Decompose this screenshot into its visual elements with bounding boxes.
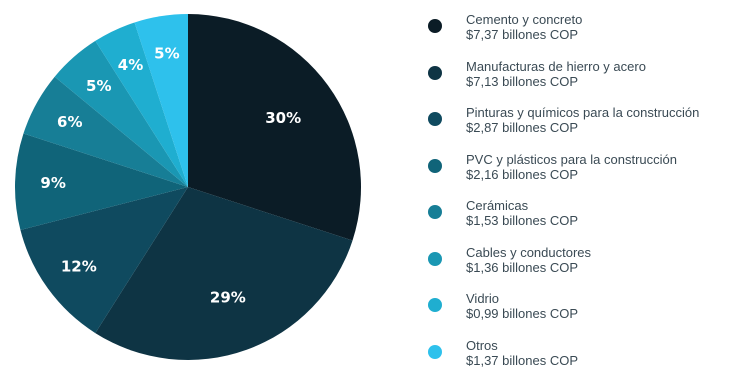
legend-item-8: Otros$1,37 billones COP [428, 336, 738, 382]
legend-swatch-1 [428, 19, 442, 33]
legend-label-2: Manufacturas de hierro y acero [466, 59, 646, 74]
legend-amount-7: $0,99 billones COP [466, 306, 578, 321]
legend-item-3: Pinturas y químicos para la construcción… [428, 103, 738, 150]
legend-label-1: Cemento y concreto [466, 12, 582, 27]
pie-slice-label-1: 30% [265, 109, 301, 127]
legend-swatch-8 [428, 345, 442, 359]
legend-label-6: Cables y conductores [466, 245, 591, 260]
legend-swatch-3 [428, 112, 442, 126]
pie-slice-label-5: 6% [57, 113, 82, 131]
legend-amount-3: $2,87 billones COP [466, 120, 699, 135]
legend-item-2: Manufacturas de hierro y acero$7,13 bill… [428, 57, 738, 104]
legend-label-7: Vidrio [466, 291, 578, 306]
pie-slice-label-8: 5% [154, 45, 179, 63]
legend-amount-5: $1,53 billones COP [466, 213, 578, 228]
legend-amount-6: $1,36 billones COP [466, 260, 591, 275]
legend-item-6: Cables y conductores$1,36 billones COP [428, 243, 738, 290]
legend-swatch-2 [428, 66, 442, 80]
pie-slice-label-6: 5% [86, 77, 111, 95]
legend-item-5: Cerámicas$1,53 billones COP [428, 196, 738, 243]
legend-swatch-7 [428, 298, 442, 312]
pie-slice-label-2: 29% [210, 289, 246, 307]
legend-swatch-6 [428, 252, 442, 266]
pie-slice-label-7: 4% [118, 56, 143, 74]
legend-label-5: Cerámicas [466, 198, 578, 213]
legend-amount-2: $7,13 billones COP [466, 74, 646, 89]
legend-label-3: Pinturas y químicos para la construcción [466, 105, 699, 120]
legend-amount-1: $7,37 billones COP [466, 27, 582, 42]
legend-item-4: PVC y plásticos para la construcción$2,1… [428, 150, 738, 197]
legend-label-4: PVC y plásticos para la construcción [466, 152, 677, 167]
legend-amount-8: $1,37 billones COP [466, 353, 578, 368]
pie-chart: 30%29%12%9%6%5%4%5% [0, 0, 400, 374]
legend-swatch-5 [428, 205, 442, 219]
legend-amount-4: $2,16 billones COP [466, 167, 677, 182]
pie-slice-label-3: 12% [61, 257, 97, 275]
legend-item-1: Cemento y concreto$7,37 billones COP [428, 10, 738, 57]
legend-label-8: Otros [466, 338, 578, 353]
pie-slice-label-4: 9% [40, 174, 65, 192]
legend-item-7: Vidrio$0,99 billones COP [428, 289, 738, 336]
legend-swatch-4 [428, 159, 442, 173]
